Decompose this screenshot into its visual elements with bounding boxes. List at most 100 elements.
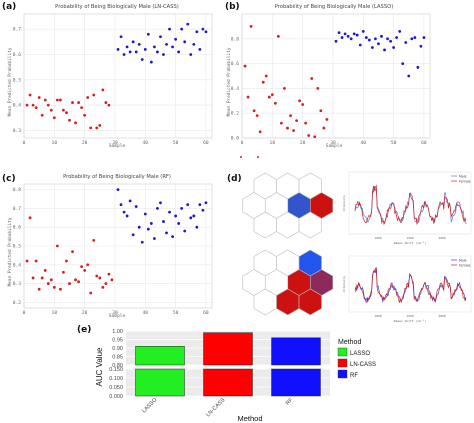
y-tick-label: 0.90 xyxy=(112,346,123,352)
data-point-female xyxy=(40,113,44,117)
data-point-male xyxy=(174,214,178,218)
chart-e-legend: Method LASSO LN-CASS RF xyxy=(337,339,376,379)
data-point-male xyxy=(364,36,368,39)
data-point-male xyxy=(398,29,402,33)
data-point-female xyxy=(249,25,253,28)
data-point-male xyxy=(168,210,171,214)
data-point-female xyxy=(325,118,329,121)
data-point-male xyxy=(122,53,126,56)
data-point-female xyxy=(43,269,47,272)
data-point-female xyxy=(46,282,50,285)
data-point-female xyxy=(258,130,262,134)
data-point-male xyxy=(125,214,129,218)
data-point-female xyxy=(289,114,292,118)
y-tick-label: 0.2 xyxy=(231,111,240,117)
data-point-female xyxy=(49,108,53,112)
data-point-female xyxy=(74,278,77,282)
x-tick-label: 10 xyxy=(52,140,58,146)
data-point-female xyxy=(28,93,32,97)
x-tick-label: 30 xyxy=(112,310,118,316)
data-point-male xyxy=(198,203,202,207)
x-tick-label: 10 xyxy=(52,310,58,316)
chart-e-xlabel: Method xyxy=(237,414,262,423)
data-point-male xyxy=(407,74,411,78)
data-point-male xyxy=(183,229,187,233)
legend-dot xyxy=(257,156,259,158)
data-point-male xyxy=(122,210,126,214)
hexagon-map-bottom xyxy=(242,249,334,316)
spectrum-bottom-frame xyxy=(348,255,472,313)
data-point-male xyxy=(137,42,141,46)
data-point-male xyxy=(152,45,156,49)
data-point-female xyxy=(255,114,259,118)
data-point-male xyxy=(343,32,347,36)
data-point-female xyxy=(301,103,305,106)
data-point-male xyxy=(149,222,153,225)
x-tick-label: 10 xyxy=(270,140,276,146)
spectrum-top-xtick: 2000 xyxy=(438,236,445,240)
x-tick-label: 20 xyxy=(82,140,88,146)
hex-cell xyxy=(298,288,322,316)
chart-a-plot: 0.3 0.4 0.5 0.6 0.7 0 10 20 30 40 50 60 xyxy=(13,13,213,146)
y-tick-label: 0.0 xyxy=(231,136,240,142)
data-point-male xyxy=(128,199,132,203)
data-point-male xyxy=(134,50,138,54)
data-point-female xyxy=(313,135,317,139)
chart-c-xlabel: Sample xyxy=(109,313,126,319)
y-tick-label: 0.150 xyxy=(109,367,123,373)
data-point-male xyxy=(367,38,371,42)
data-point-male xyxy=(355,33,359,37)
data-point-male xyxy=(392,46,396,49)
data-point-male xyxy=(146,227,150,231)
y-tick-label: 0.3 xyxy=(13,128,22,134)
chart-b-xlabel: Sample xyxy=(326,143,343,149)
panel-label-d: (d) xyxy=(227,174,242,184)
data-point-female xyxy=(83,113,87,117)
data-point-female xyxy=(246,95,250,99)
data-point-female xyxy=(28,216,32,220)
data-point-male xyxy=(146,32,150,36)
data-point-male xyxy=(162,53,165,56)
chart-b-ylabel: Mean Predicted Probability xyxy=(226,47,232,116)
panel-label-b: (b) xyxy=(225,2,240,12)
data-point-female xyxy=(77,101,80,104)
x-tick-label: LASSO xyxy=(141,397,159,415)
data-point-male xyxy=(383,48,386,52)
y-tick-label: 0.80 xyxy=(112,363,123,369)
spectrum-top-xtick: 1000 xyxy=(374,236,381,240)
data-point-female xyxy=(77,280,80,284)
spectrum-top-xlabel: Raman Shift (cm⁻¹) xyxy=(394,241,427,245)
panel-b: (b) Probability of Being Biologically Ma… xyxy=(225,2,431,149)
data-point-female xyxy=(107,272,111,276)
spectrum-top-female-line xyxy=(354,184,467,226)
spectrum-top-frame xyxy=(348,171,472,235)
spectrum-top-ylabel: Intensity xyxy=(342,195,346,211)
x-tick-label: 60 xyxy=(203,310,209,316)
y-tick-label: 0.5 xyxy=(13,77,22,83)
legend-swatch-lasso xyxy=(337,347,348,357)
hex-cell xyxy=(298,211,322,239)
data-point-male xyxy=(380,34,383,38)
data-point-male xyxy=(346,34,350,38)
bar-rf-upper xyxy=(271,337,321,366)
data-point-male xyxy=(186,22,190,26)
data-point-female xyxy=(252,109,256,113)
x-tick-label: 50 xyxy=(173,140,179,146)
spectrum-bottom-legend-female: Female xyxy=(459,264,471,268)
legend-label-lncass: LN-CASS xyxy=(350,362,376,368)
data-point-male xyxy=(177,222,181,225)
chart-b-plot: 0.0 0.2 0.4 0.6 0.8 0 10 20 30 40 50 60 xyxy=(231,13,431,146)
legend-dot xyxy=(240,156,242,158)
data-point-male xyxy=(131,233,135,237)
bar-lncass-lower xyxy=(203,368,253,397)
data-point-female xyxy=(49,278,53,282)
data-point-female xyxy=(101,285,105,289)
data-point-female xyxy=(92,93,96,97)
data-point-female xyxy=(71,101,74,104)
x-tick-label: LN-CASS xyxy=(205,397,226,418)
bar-lasso-lower xyxy=(135,368,185,397)
data-point-female xyxy=(98,276,102,280)
data-point-female xyxy=(267,95,271,99)
spectrum-bottom-ylabel: Intensity xyxy=(342,276,346,292)
y-tick-label: 0.95 xyxy=(112,338,123,344)
